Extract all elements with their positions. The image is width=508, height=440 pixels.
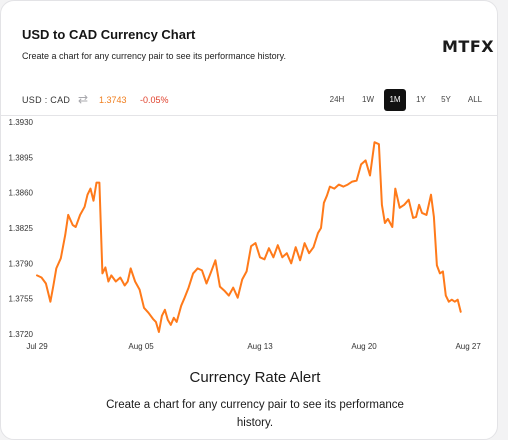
x-tick-label: Jul 29	[26, 342, 48, 351]
range-button-5y[interactable]: 5Y	[441, 95, 451, 104]
chart-controls-bar: USD : CAD ⇄ 1.3743 -0.05% 24H 1W 1M 1Y 5…	[1, 88, 497, 116]
currency-pair-label[interactable]: USD : CAD	[22, 95, 71, 105]
x-axis: Jul 29 Aug 05 Aug 13 Aug 20 Aug 27	[26, 342, 481, 351]
y-tick-label: 1.3825	[9, 224, 34, 233]
range-button-24h[interactable]: 24H	[329, 95, 345, 104]
y-tick-label: 1.3790	[9, 259, 34, 268]
y-tick-label: 1.3930	[9, 118, 34, 127]
y-tick-label: 1.3755	[9, 295, 34, 304]
chart-subtitle: Create a chart for any currency pair to …	[22, 51, 286, 61]
current-rate: 1.3743	[99, 95, 127, 105]
x-tick-label: Aug 27	[455, 342, 481, 351]
logo-text: MTFX	[442, 37, 495, 56]
range-button-1y[interactable]: 1Y	[416, 95, 426, 104]
rate-alert-heading: Currency Rate Alert	[189, 369, 321, 386]
swap-arrows-icon[interactable]: ⇄	[78, 92, 89, 106]
range-button-1m[interactable]: 1M	[384, 89, 406, 111]
range-button-all[interactable]: ALL	[467, 95, 483, 104]
y-tick-label: 1.3860	[9, 189, 34, 198]
x-tick-label: Aug 13	[247, 342, 273, 351]
rate-series-line	[36, 141, 462, 333]
rate-change: -0.05%	[140, 95, 169, 105]
chart-title: USD to CAD Currency Chart	[22, 27, 196, 42]
rate-line-chart: 1.3930 1.3895 1.3860 1.3825 1.3790 1.3755 1.37…	[9, 118, 482, 351]
range-button-1w[interactable]: 1W	[362, 95, 374, 104]
y-axis: 1.3930 1.3895 1.3860 1.3825 1.3790 1.3755 1.37…	[9, 118, 34, 339]
y-tick-label: 1.3720	[9, 330, 34, 339]
x-tick-label: Aug 05	[128, 342, 154, 351]
mtfx-logo: MTFX	[442, 37, 494, 56]
y-tick-label: 1.3895	[9, 153, 34, 162]
x-tick-label: Aug 20	[351, 342, 377, 351]
rate-alert-description: Create a chart for any currency pair to …	[106, 399, 404, 429]
